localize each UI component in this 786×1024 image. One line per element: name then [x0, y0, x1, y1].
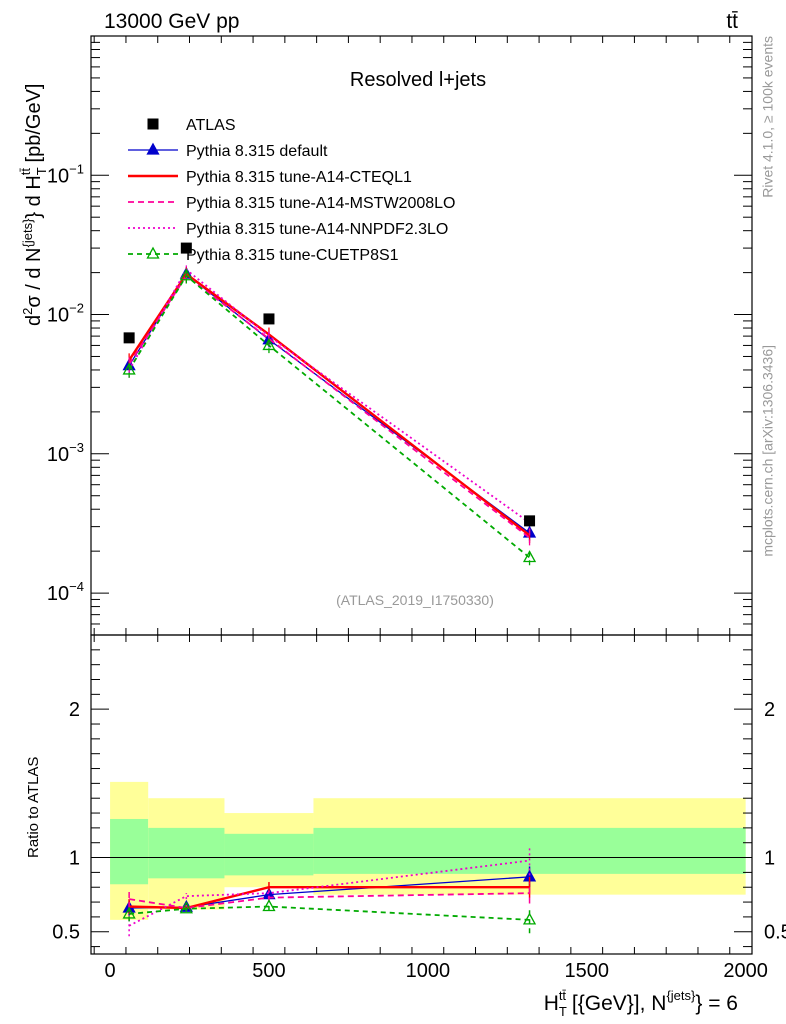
- ratio-y-axis-label: Ratio to ATLAS: [25, 757, 42, 858]
- green-band: [313, 827, 746, 874]
- atlas-data-point: [180, 242, 192, 254]
- ratio-tick-label-right: 1: [764, 848, 775, 870]
- atlas-data-point: [263, 313, 275, 325]
- legend-label: Pythia 8.315 default: [186, 143, 328, 160]
- green-band: [148, 827, 225, 879]
- chart-title: Resolved l+jets: [350, 69, 486, 91]
- atlas-data-points: [123, 242, 536, 527]
- series-marker: [122, 906, 136, 919]
- series-marker: [522, 550, 537, 563]
- ratio-tick-label: 2: [69, 699, 80, 721]
- x-tick-label: 2000: [723, 960, 768, 982]
- atlas-data-point: [123, 332, 135, 344]
- series-lines: [122, 262, 537, 937]
- series-line-main: [128, 272, 531, 537]
- legend-atlas-label: ATLAS: [186, 117, 236, 134]
- legend-label: Pythia 8.315 tune-A14-NNPDF2.3LO: [186, 221, 448, 238]
- series-marker: [146, 142, 160, 155]
- ratio-tick-label: 0.5: [52, 922, 80, 944]
- analysis-id: (ATLAS_2019_I1750330): [336, 592, 494, 608]
- series-marker: [179, 901, 193, 914]
- series-marker: [122, 362, 136, 375]
- x-tick-label: 1500: [565, 960, 610, 982]
- y-axis-label: d2σ / d N{jets}} d HTtt̄ [pb/GeV]: [18, 84, 49, 326]
- series-line-main: [128, 273, 530, 534]
- series-line-ratio: [129, 886, 530, 910]
- ratio-tick-label-right: 2: [764, 699, 775, 721]
- energy-label: 13000 GeV pp: [104, 10, 239, 33]
- series-line-main: [128, 268, 531, 524]
- x-tick-label: 1000: [406, 960, 451, 982]
- series-line-main: [128, 274, 531, 559]
- green-band: [224, 833, 314, 876]
- plot-frames: [90, 35, 753, 955]
- series-marker: [262, 338, 276, 351]
- ratio-panel-frame: [90, 634, 753, 955]
- legend-atlas-marker: [147, 118, 159, 130]
- process-label: tt̄: [726, 10, 738, 33]
- ratio-tick-label-right: 0.5: [764, 922, 786, 944]
- x-axis-label: HTtt̄ [{GeV}], N{jets}} = 6: [544, 988, 738, 1019]
- x-tick-label: 500: [252, 960, 285, 982]
- series-line-ratio: [128, 892, 530, 909]
- ratio-tick-label: 1: [69, 848, 80, 870]
- series-line-main: [128, 274, 531, 539]
- legend: ATLAS Pythia 8.315 default Pythia 8.315 tu…: [128, 117, 455, 264]
- y-tick-label: 10−4: [47, 579, 84, 605]
- legend-label: Pythia 8.315 tune-A14-MSTW2008LO: [186, 195, 455, 212]
- legend-label: Pythia 8.315 tune-A14-CTEQL1: [186, 169, 412, 186]
- series-line-ratio: [128, 859, 530, 927]
- atlas-data-point: [524, 515, 536, 527]
- mcplots-label: mcplots.cern.ch [arXiv:1306.3436]: [759, 345, 775, 557]
- series-marker: [522, 912, 537, 925]
- rivet-label: Rivet 4.1.0, ≥ 100k events: [759, 36, 775, 198]
- y-tick-label: 10−2: [47, 301, 84, 327]
- x-tick-label: 0: [105, 960, 116, 982]
- y-tick-label: 10−3: [47, 440, 84, 466]
- series-line-ratio: [129, 905, 530, 921]
- series-marker: [179, 268, 193, 281]
- green-band: [110, 818, 149, 885]
- y-tick-label: 10−1: [47, 161, 84, 187]
- ratio-uncertainty-bands: [91, 781, 752, 920]
- series-marker: [146, 246, 160, 259]
- axis-ticks: 0 500 1000 1500 2000 10−1 10−2 10−3 10−4 0.5 0.5 1 1…: [47, 35, 786, 982]
- series-marker: [262, 899, 276, 912]
- legend-label: Pythia 8.315 tune-CUETP8S1: [186, 247, 399, 264]
